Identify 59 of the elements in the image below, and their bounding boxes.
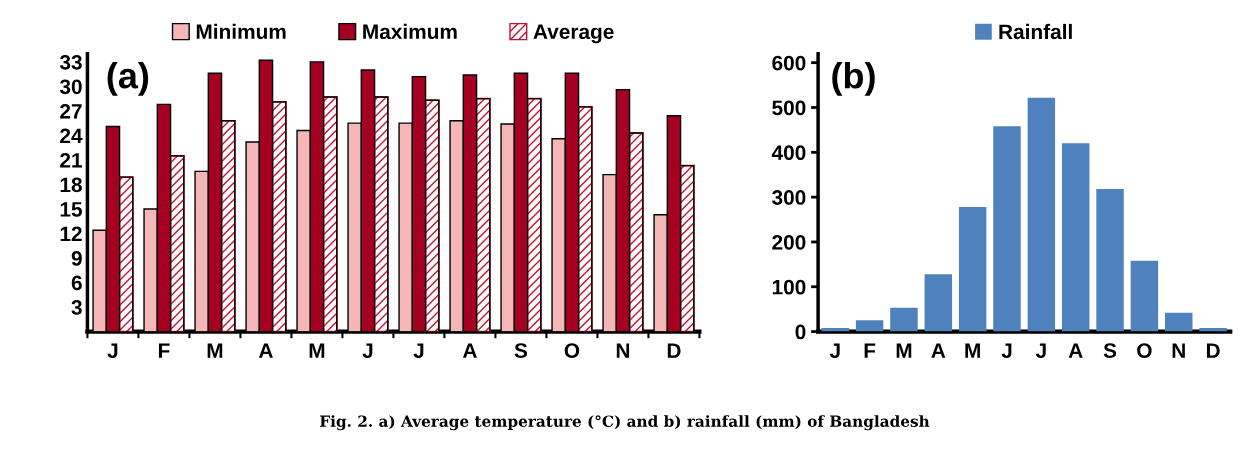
x-tick-label: N xyxy=(1172,343,1185,358)
x-tick-label: N xyxy=(616,343,630,358)
legend-label: Minimum xyxy=(196,23,286,40)
x-tick-label: J xyxy=(829,343,840,358)
y-tick-label: 500 xyxy=(772,100,806,116)
x-tick-label: M xyxy=(309,343,325,358)
y-tick-label: 24 xyxy=(60,128,83,143)
x-tick-label: D xyxy=(667,343,681,358)
bar xyxy=(1061,143,1090,332)
caption: Fig. 2. a) Average temperature (°C) and b) rainfall (mm) of Bangladesh xyxy=(320,415,930,431)
bar xyxy=(890,307,918,332)
x-tick-label: A xyxy=(1068,343,1083,358)
x-tick-label: A xyxy=(462,343,477,358)
annotation: (b) xyxy=(832,62,875,96)
y-tick-label: 21 xyxy=(60,152,82,168)
x-tick-label: M xyxy=(965,343,980,358)
y-tick-label: 27 xyxy=(60,103,82,119)
x-tick-label: J xyxy=(107,343,118,358)
y-tick-label: 15 xyxy=(60,202,82,217)
x-tick-label: F xyxy=(158,343,170,358)
y-tick-label: 6 xyxy=(71,275,82,291)
y-tick-label: 30 xyxy=(59,79,82,95)
y-tick-label: 600 xyxy=(772,55,806,71)
y-tick-label: 400 xyxy=(771,145,806,161)
y-tick-label: 0 xyxy=(795,324,806,340)
y-tick-label: 300 xyxy=(772,190,806,205)
x-tick-label: M xyxy=(207,343,223,358)
x-tick-label: D xyxy=(1206,343,1220,358)
x-tick-label: O xyxy=(564,343,580,358)
x-tick-label: S xyxy=(514,343,528,358)
bar xyxy=(1130,260,1159,332)
bar xyxy=(924,274,953,332)
bar xyxy=(855,320,884,332)
annotation: (a) xyxy=(107,62,149,96)
legend-label: Maximum xyxy=(363,23,457,40)
x-tick-label: J xyxy=(1035,343,1046,358)
y-tick-label: 3 xyxy=(71,300,82,315)
x-tick-label: A xyxy=(931,343,946,358)
x-tick-label: F xyxy=(864,343,876,358)
x-tick-label: J xyxy=(413,343,424,358)
bar xyxy=(993,126,1021,332)
y-tick-label: 33 xyxy=(59,54,82,70)
y-tick-label: 100 xyxy=(772,279,806,295)
x-tick-label: A xyxy=(258,343,273,358)
y-tick-label: 9 xyxy=(71,251,82,266)
y-tick-label: 200 xyxy=(772,234,806,250)
bar xyxy=(1027,97,1056,332)
y-tick-label: 12 xyxy=(60,226,82,242)
legend-label: Average xyxy=(533,24,614,44)
y-tick-label: 18 xyxy=(60,177,82,193)
bar xyxy=(1165,312,1193,332)
x-tick-label: S xyxy=(1103,343,1117,358)
legend-label: Rainfall xyxy=(999,23,1072,40)
x-tick-label: O xyxy=(1137,343,1152,358)
x-tick-label: J xyxy=(1001,343,1012,358)
x-tick-label: J xyxy=(362,343,373,358)
bar xyxy=(958,206,987,332)
bar xyxy=(1096,189,1124,332)
x-tick-label: M xyxy=(896,343,912,358)
